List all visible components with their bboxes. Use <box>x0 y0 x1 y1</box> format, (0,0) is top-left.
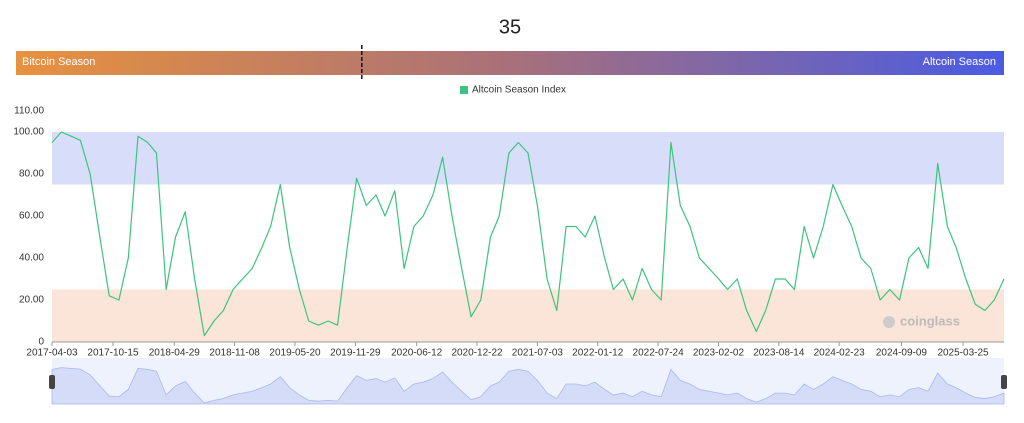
gauge-bar <box>16 51 1004 75</box>
x-tick-label: 2023-02-02 <box>693 348 745 359</box>
gauge-left-label: Bitcoin Season <box>22 56 95 68</box>
navigator-handle <box>49 375 55 389</box>
x-tick-label: 2022-01-12 <box>572 348 624 359</box>
x-tick-label: 2019-11-29 <box>330 348 381 359</box>
x-tick-label: 2018-04-29 <box>149 348 201 359</box>
watermark: coinglass <box>900 313 960 328</box>
x-tick-label: 2024-09-09 <box>876 348 928 359</box>
navigator-handle <box>1001 375 1007 389</box>
navigator-area <box>51 367 1005 405</box>
x-tick-label: 2021-07-03 <box>512 348 564 359</box>
band <box>52 289 1004 342</box>
y-tick-label: 100.00 <box>13 127 44 138</box>
x-tick-label: 2020-06-12 <box>391 348 443 359</box>
gauge-value: 35 <box>499 16 521 38</box>
y-tick-label: 80.00 <box>19 169 44 180</box>
series-line <box>51 131 1005 337</box>
y-tick-label: 110.00 <box>14 106 44 117</box>
gauge-right-label: Altcoin Season <box>923 56 996 68</box>
band <box>52 132 1004 185</box>
x-tick-label: 2017-04-03 <box>26 348 78 359</box>
legend-swatch <box>460 86 468 94</box>
watermark-icon <box>883 316 895 328</box>
x-tick-label: 2018-11-08 <box>209 348 260 359</box>
y-tick-label: 40.00 <box>19 253 44 264</box>
legend-label: Altcoin Season Index <box>472 85 566 96</box>
x-tick-label: 2020-12-22 <box>451 348 503 359</box>
x-tick-label: 2024-02-23 <box>814 348 866 359</box>
x-tick-label: 2022-07-24 <box>633 348 685 359</box>
x-tick-label: 2017-10-15 <box>87 348 139 359</box>
y-tick-label: 0 <box>38 337 44 348</box>
y-tick-label: 20.00 <box>19 295 44 306</box>
y-tick-label: 60.00 <box>19 211 44 222</box>
x-tick-label: 2019-05-20 <box>269 348 321 359</box>
x-tick-label: 2023-08-14 <box>753 348 805 359</box>
x-tick-label: 2025-03-25 <box>937 348 989 359</box>
